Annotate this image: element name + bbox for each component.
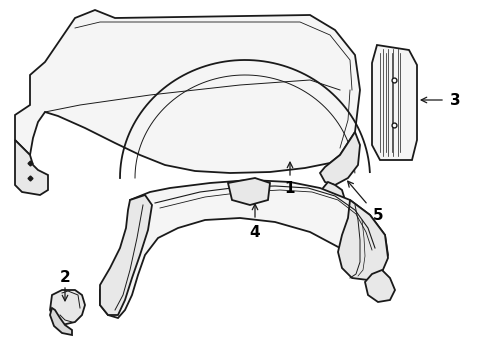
Text: 4: 4 [250,225,260,239]
Polygon shape [15,10,360,175]
Polygon shape [320,132,360,185]
Polygon shape [50,308,72,335]
Polygon shape [372,45,417,160]
Polygon shape [15,140,48,195]
Polygon shape [50,290,85,325]
Polygon shape [320,182,345,212]
Text: 3: 3 [450,93,460,108]
Polygon shape [100,195,152,315]
Polygon shape [228,178,270,205]
Polygon shape [365,270,395,302]
Text: 1: 1 [285,180,295,195]
Text: 5: 5 [373,207,383,222]
Text: 2: 2 [60,270,71,285]
Polygon shape [338,200,388,280]
Polygon shape [100,180,388,318]
